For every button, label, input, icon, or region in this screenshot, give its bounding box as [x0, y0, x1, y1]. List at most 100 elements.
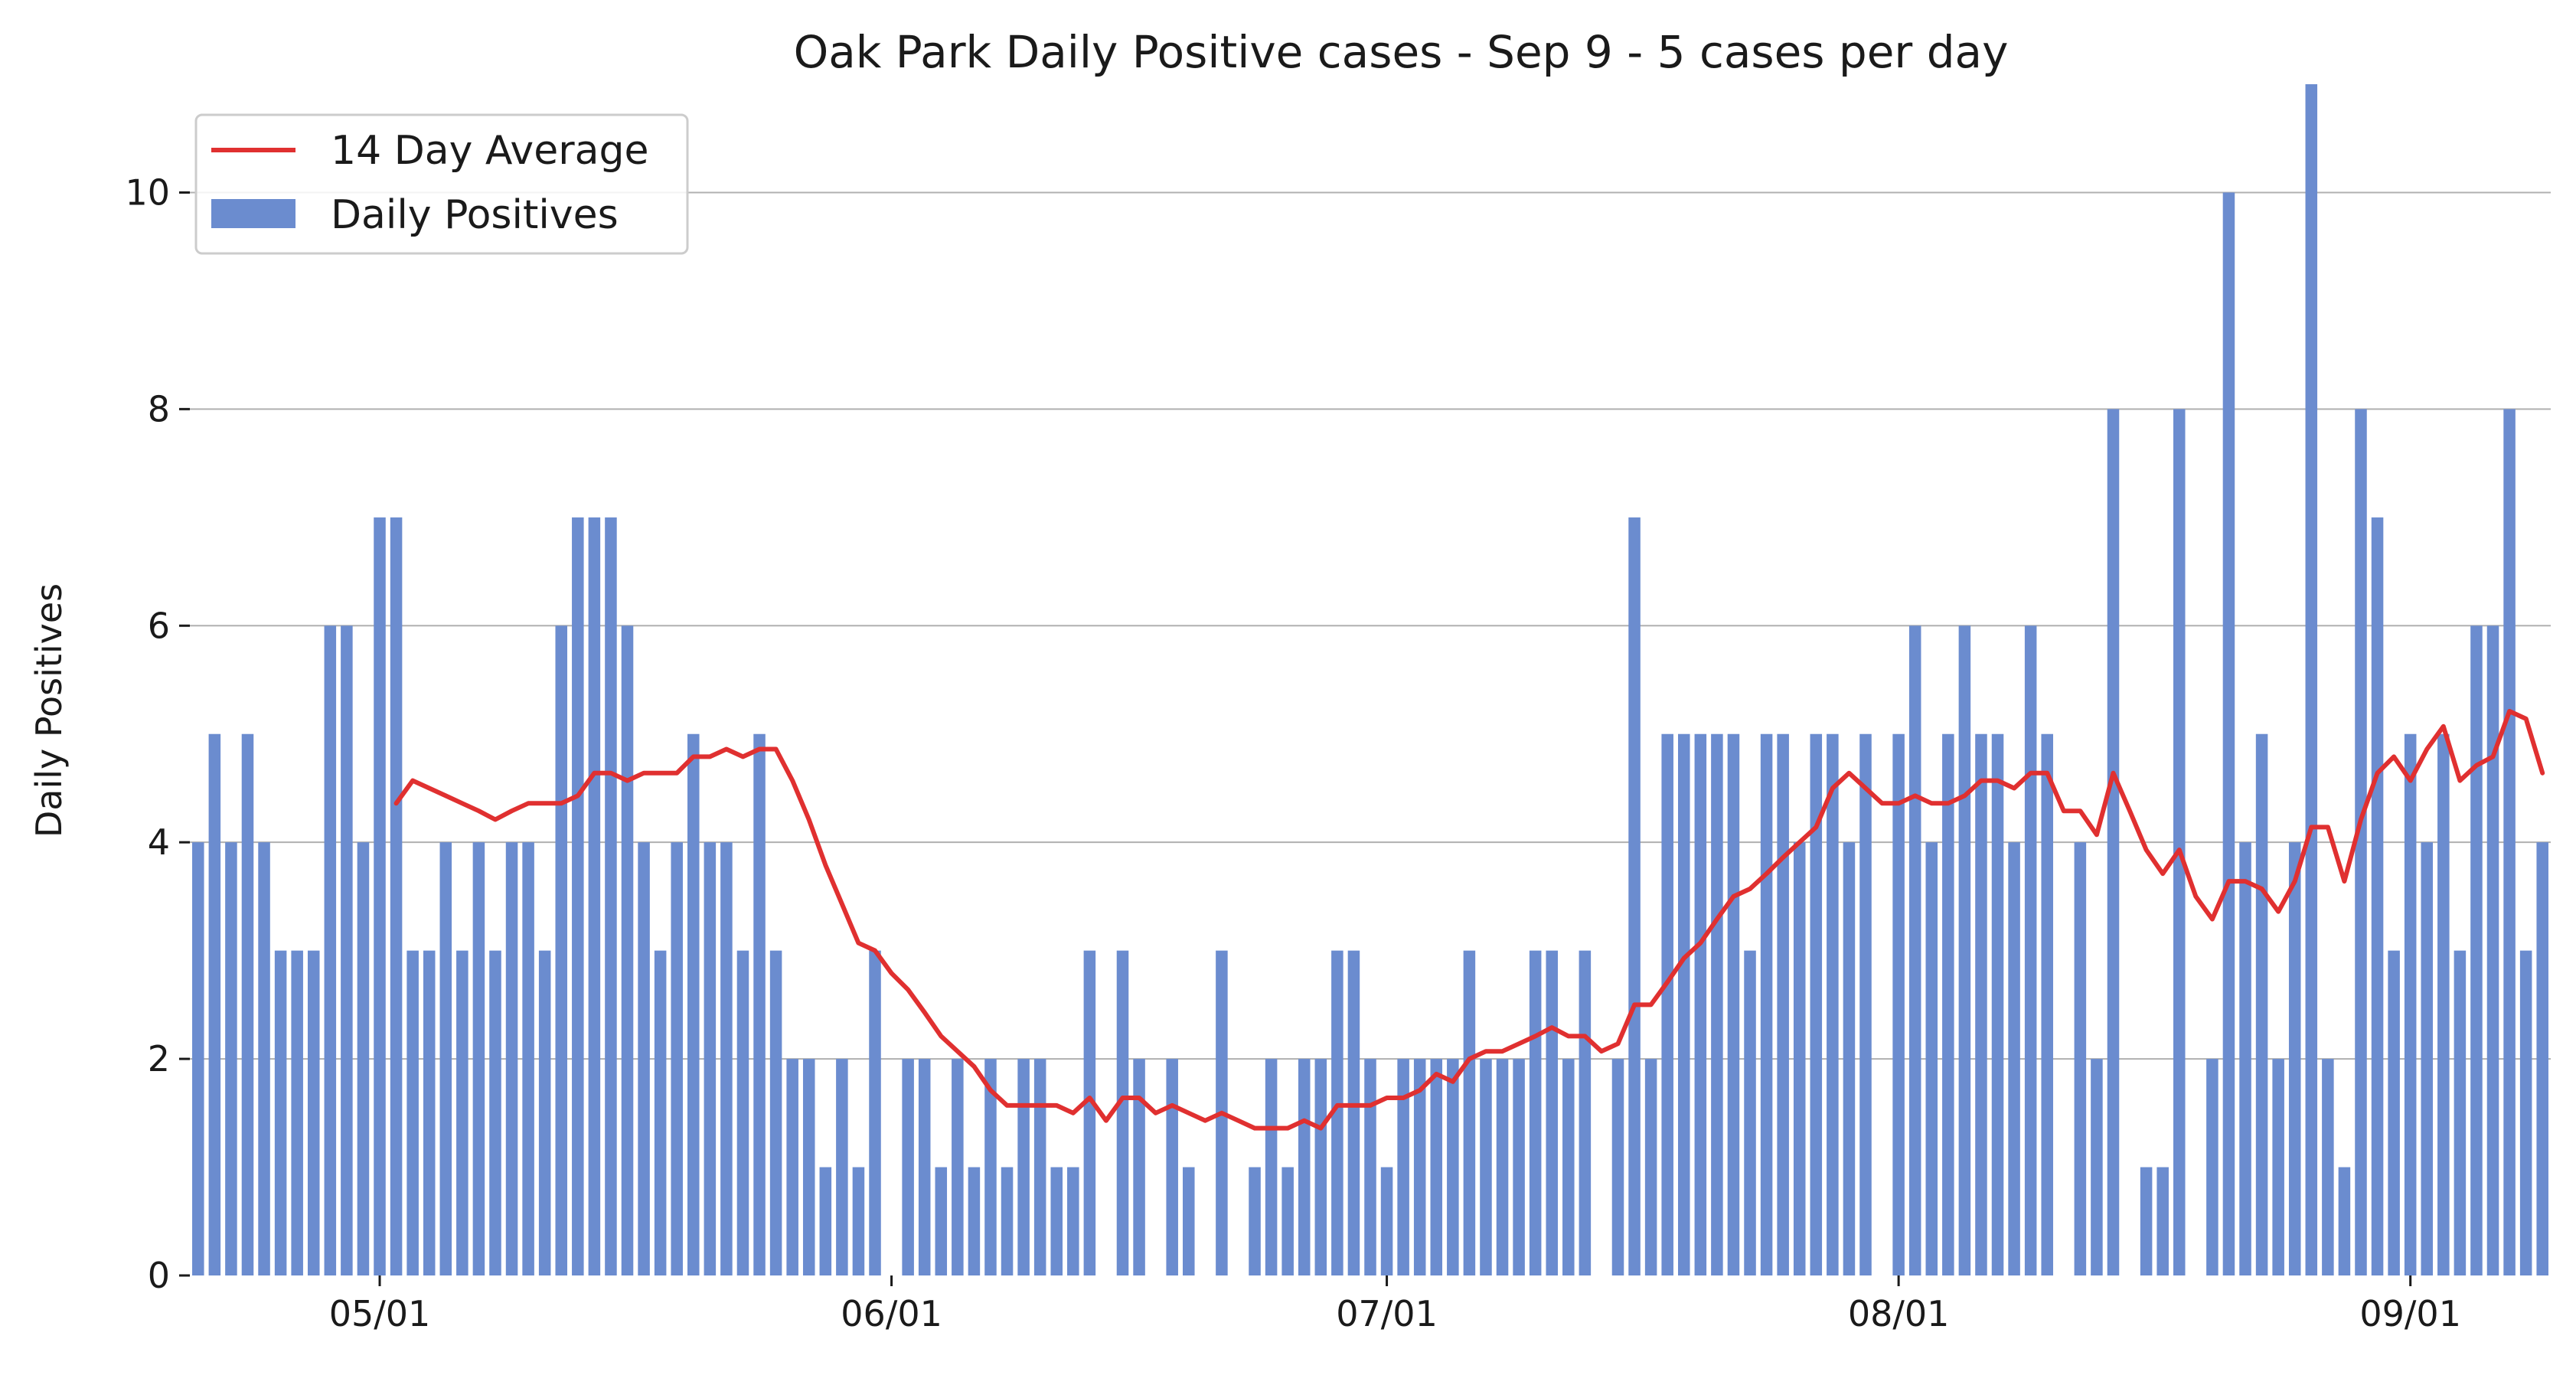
bar-day-20	[522, 842, 534, 1275]
x-axis-ticks: 05/01 06/01 07/01 08/01 09/01	[329, 1275, 2461, 1334]
bar-day-91	[1694, 733, 1707, 1275]
bar-day-9	[341, 625, 353, 1275]
bar-day-115	[2091, 1059, 2103, 1275]
bar-day-139	[2486, 625, 2499, 1275]
bar-day-48	[984, 1059, 997, 1275]
bar-day-34	[753, 733, 766, 1275]
bar-day-90	[1677, 733, 1690, 1275]
bar-day-140	[2503, 409, 2516, 1275]
bar-day-104	[1908, 625, 1921, 1275]
bar-day-100	[1843, 842, 1856, 1275]
bar-day-127	[2288, 842, 2301, 1275]
bar-day-52	[1050, 1167, 1063, 1275]
y-tick-label-4: 4	[148, 821, 170, 863]
x-tick-label-07/01: 07/01	[1336, 1293, 1438, 1334]
bar-day-27	[638, 842, 650, 1275]
bars-daily-positives	[192, 84, 2548, 1275]
bar-day-130	[2338, 1167, 2351, 1275]
bar-day-12	[390, 517, 403, 1275]
grid-lines	[190, 191, 2551, 1060]
bar-day-122	[2206, 1059, 2218, 1275]
line-14-day-average	[393, 709, 2545, 1131]
bar-day-17	[472, 842, 485, 1275]
y-tick-label-2: 2	[148, 1038, 170, 1079]
bar-day-8	[324, 625, 337, 1275]
bar-day-110	[2008, 842, 2020, 1275]
bar-day-29	[671, 842, 683, 1275]
bar-day-50	[1017, 1059, 1030, 1275]
bar-day-2	[225, 842, 237, 1275]
bar-day-36	[786, 1059, 798, 1275]
bar-day-60	[1183, 1167, 1195, 1275]
bar-day-28	[654, 950, 667, 1275]
bar-day-68	[1314, 1059, 1327, 1275]
bar-day-89	[1661, 733, 1673, 1275]
bar-day-6	[291, 950, 303, 1275]
bar-day-16	[456, 950, 469, 1275]
bar-day-88	[1644, 1059, 1657, 1275]
bar-day-120	[2173, 409, 2186, 1275]
bar-day-141	[2519, 950, 2532, 1275]
bar-day-136	[2437, 733, 2450, 1275]
bar-day-95	[1760, 733, 1773, 1275]
bar-day-37	[802, 1059, 815, 1275]
bar-day-53	[1067, 1167, 1079, 1275]
bar-day-124	[2239, 842, 2251, 1275]
bar-day-21	[538, 950, 551, 1275]
bar-day-18	[489, 950, 501, 1275]
bar-day-107	[1958, 625, 1971, 1275]
bar-day-0	[192, 842, 204, 1275]
bar-day-114	[2074, 842, 2087, 1275]
bar-day-56	[1116, 950, 1129, 1275]
bar-day-133	[2388, 950, 2400, 1275]
bar-day-79	[1496, 1059, 1509, 1275]
bar-day-135	[2421, 842, 2434, 1275]
bar-day-125	[2255, 733, 2268, 1275]
bar-day-4	[258, 842, 270, 1275]
bar-day-22	[555, 625, 568, 1275]
bar-day-49	[1001, 1167, 1014, 1275]
bar-day-13	[406, 950, 419, 1275]
bar-day-7	[307, 950, 320, 1275]
bar-day-116	[2107, 409, 2120, 1275]
bar-day-59	[1166, 1059, 1178, 1275]
bar-day-134	[2404, 733, 2417, 1275]
bar-day-38	[819, 1167, 832, 1275]
bar-day-45	[935, 1167, 948, 1275]
bar-day-99	[1827, 733, 1839, 1275]
x-tick-label-06/01: 06/01	[841, 1293, 942, 1334]
bar-day-128	[2305, 84, 2318, 1275]
bar-day-87	[1628, 517, 1641, 1275]
bar-day-111	[2024, 625, 2037, 1275]
bar-day-82	[1546, 950, 1558, 1275]
bar-day-119	[2156, 1167, 2169, 1275]
series-line-14-day-average	[393, 709, 2545, 1131]
bar-day-77	[1463, 950, 1476, 1275]
bar-day-64	[1249, 1167, 1261, 1275]
legend: 14 Day Average Daily Positives	[194, 113, 689, 255]
bar-day-105	[1925, 842, 1938, 1275]
bar-day-74	[1413, 1059, 1426, 1275]
bar-day-76	[1447, 1059, 1459, 1275]
bar-day-19	[505, 842, 518, 1275]
bar-day-66	[1281, 1167, 1294, 1275]
bar-day-73	[1397, 1059, 1409, 1275]
bar-day-142	[2536, 842, 2548, 1275]
bar-day-94	[1744, 950, 1756, 1275]
bar-day-101	[1859, 733, 1872, 1275]
bar-day-47	[968, 1167, 981, 1275]
bar-day-65	[1265, 1059, 1278, 1275]
bar-day-71	[1364, 1059, 1376, 1275]
bar-day-109	[1991, 733, 2004, 1275]
bar-day-10	[357, 842, 370, 1275]
bar-day-35	[769, 950, 782, 1275]
y-axis-ticks: 0 2 4 6 8 10	[125, 171, 190, 1296]
bar-day-126	[2272, 1059, 2284, 1275]
bar-day-123	[2222, 192, 2235, 1275]
legend-box	[194, 113, 689, 255]
bar-day-72	[1380, 1167, 1393, 1275]
x-tick-label-05/01: 05/01	[329, 1293, 431, 1334]
bar-day-23	[572, 517, 584, 1275]
bar-day-31	[704, 842, 717, 1275]
